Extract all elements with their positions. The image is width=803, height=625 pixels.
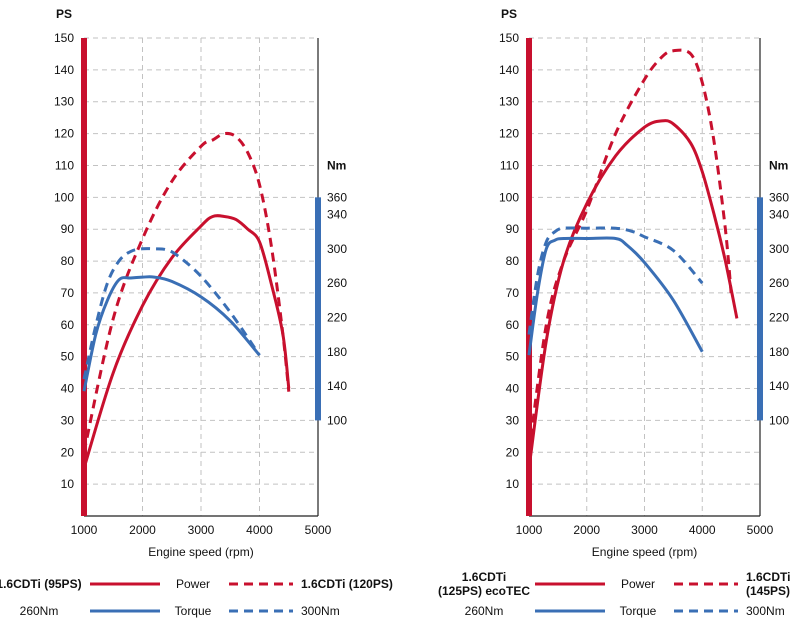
y-left-tick-label: 120 [54, 127, 74, 141]
legend-power-right-label-line: 1.6CDTi [746, 570, 790, 584]
y-right-tick-label: 220 [769, 310, 789, 324]
y-left-tick-label: 110 [500, 158, 519, 172]
y-left-tick-label: 110 [55, 158, 74, 172]
y-right-tick-label: 260 [327, 276, 347, 290]
y-right-tick-label: 300 [769, 242, 789, 256]
y-right-tick-label: 100 [327, 413, 347, 427]
legend-power-left-label: 1.6CDTi (95PS) [0, 577, 82, 591]
y-left-tick-label: 10 [506, 477, 520, 491]
nm-axis-bar [315, 197, 321, 421]
y-left-tick-label: 20 [506, 445, 520, 459]
y-left-tick-label: 30 [506, 413, 520, 427]
x-tick-label: 5000 [305, 523, 332, 537]
legend-power-right-label: 1.6CDTi (120PS) [301, 577, 393, 591]
y-left-tick-label: 90 [61, 222, 75, 236]
x-axis-label: Engine speed (rpm) [592, 545, 697, 559]
y-right-tick-label: 180 [327, 345, 347, 359]
y-left-tick-label: 50 [61, 350, 75, 364]
y-right-unit: Nm [327, 158, 346, 172]
y-left-tick-label: 100 [54, 190, 74, 204]
legend-power-left-label: 1.6CDTi (125PS) ecoTEC [438, 570, 530, 598]
x-tick-label: 1000 [71, 523, 98, 537]
legend-torque-left-label: 260Nm [465, 604, 504, 618]
y-left-tick-label: 130 [54, 95, 74, 109]
y-left-tick-label: 80 [506, 254, 520, 268]
legend-power-label: Power [621, 577, 655, 591]
y-right-tick-label: 340 [327, 207, 347, 221]
legend-power-left-label-line: 1.6CDTi (95PS) [0, 577, 82, 591]
y-left-tick-label: 50 [506, 350, 520, 364]
y-right-tick-label: 360 [327, 190, 347, 204]
power-solid-line [82, 214, 291, 469]
y-left-tick-label: 60 [506, 318, 520, 332]
legend-power-right-label-line: 1.6CDTi (120PS) [301, 577, 393, 591]
power-solid-line [527, 119, 739, 469]
y-left-tick-label: 10 [61, 477, 75, 491]
nm-axis-bar [757, 197, 763, 421]
x-tick-label: 2000 [129, 523, 156, 537]
x-tick-label: 3000 [188, 523, 215, 537]
legend-power-left-label-line: (125PS) ecoTEC [438, 584, 530, 598]
legend-torque-label: Torque [620, 604, 657, 618]
y-left-tick-label: 150 [499, 31, 519, 45]
y-left-tick-label: 40 [61, 382, 75, 396]
y-left-tick-label: 80 [61, 254, 75, 268]
y-left-tick-label: 140 [54, 63, 74, 77]
legend-torque-right-label: 300Nm [746, 604, 785, 618]
legend-torque-label: Torque [175, 604, 212, 618]
y-left-tick-label: 120 [499, 127, 519, 141]
legend-power-left-label-line: 1.6CDTi [462, 570, 506, 584]
chart-panel-1: 10 20 30 40 50 60 70 80 90 100 110 120 130 140 150 100 1… [20, 7, 348, 618]
y-left-tick-label: 70 [61, 286, 75, 300]
x-tick-label: 4000 [246, 523, 273, 537]
x-tick-label: 1000 [516, 523, 543, 537]
x-axis-label: Engine speed (rpm) [148, 545, 253, 559]
legend-torque-left-label: 260Nm [20, 604, 59, 618]
y-right-tick-label: 360 [769, 190, 789, 204]
y-left-tick-label: 100 [499, 190, 519, 204]
y-right-tick-label: 300 [327, 242, 347, 256]
y-left-tick-label: 20 [61, 445, 75, 459]
y-right-tick-label: 180 [769, 345, 789, 359]
chart-panel-2: 10 20 30 40 50 60 70 80 90 100 110 120 130 140 150 100 1… [465, 7, 790, 618]
x-tick-label: 3000 [631, 523, 658, 537]
power-dashed-line [527, 48, 733, 453]
y-right-unit: Nm [769, 158, 788, 172]
y-left-unit: PS [56, 7, 72, 21]
x-tick-label: 2000 [573, 523, 600, 537]
y-left-unit: PS [501, 7, 517, 21]
x-tick-label: 5000 [747, 523, 774, 537]
legend-torque-right-label: 300Nm [301, 604, 340, 618]
y-right-tick-label: 100 [769, 413, 789, 427]
legend-power-right-label: 1.6CDTi (145PS) [746, 570, 790, 598]
power-dashed-line [82, 131, 291, 453]
y-right-tick-label: 140 [327, 379, 347, 393]
ps-axis-bar [526, 38, 532, 516]
torque-dashed-line [82, 247, 261, 380]
y-left-tick-label: 60 [61, 318, 75, 332]
legend-power-label: Power [176, 577, 210, 591]
y-left-tick-label: 130 [499, 95, 519, 109]
y-right-tick-label: 220 [327, 310, 347, 324]
y-left-tick-label: 90 [506, 222, 520, 236]
x-tick-label: 4000 [689, 523, 716, 537]
torque-solid-line [527, 236, 704, 356]
y-left-tick-label: 70 [506, 286, 520, 300]
y-right-tick-label: 140 [769, 379, 789, 393]
y-left-tick-label: 150 [54, 31, 74, 45]
legend-power-right-label-line: (145PS) [746, 584, 790, 598]
y-left-tick-label: 30 [61, 413, 75, 427]
y-right-tick-label: 340 [769, 207, 789, 221]
y-left-tick-label: 140 [499, 63, 519, 77]
y-right-tick-label: 260 [769, 276, 789, 290]
ps-axis-bar [81, 38, 87, 516]
torque-solid-line [82, 275, 261, 392]
y-left-tick-label: 40 [506, 382, 520, 396]
torque-dashed-line [527, 226, 704, 335]
